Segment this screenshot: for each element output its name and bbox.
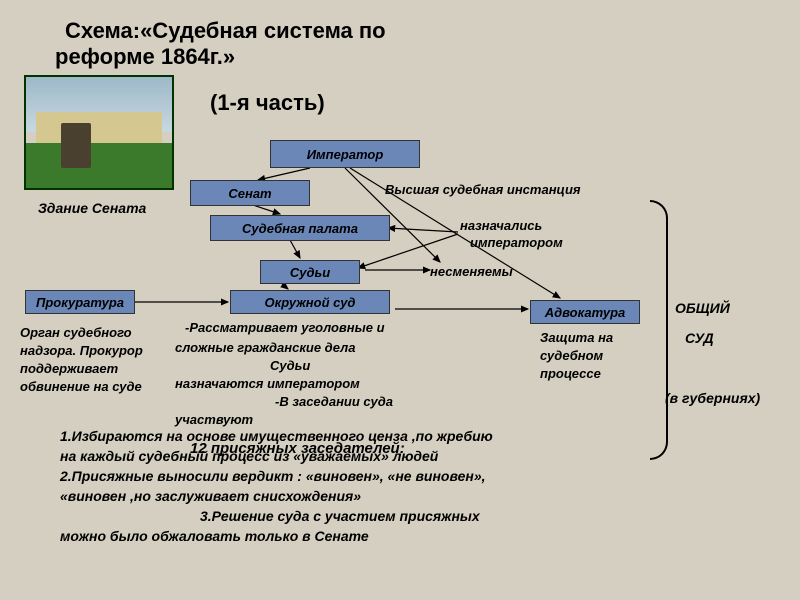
annotation-dist_desc5: -В заседании суда — [275, 394, 393, 409]
node-chamber: Судебная палата — [210, 215, 390, 241]
node-senate: Сенат — [190, 180, 310, 206]
node-emperor: Император — [270, 140, 420, 168]
annotation-appointed2: императором — [470, 235, 563, 250]
annotation-pros_desc2: надзора. Прокурор — [20, 343, 143, 358]
footer-f2b: «виновен ,но заслуживает снисхождения» — [60, 488, 361, 504]
annotation-pros_desc4: обвинение на суде — [20, 379, 142, 394]
annotation-provinces: (в губерниях) — [665, 390, 760, 406]
node-district: Окружной суд — [230, 290, 390, 314]
annotation-dist_desc2: сложные гражданские дела — [175, 340, 355, 355]
annotation-highest: Высшая судебная инстанция — [385, 182, 581, 197]
senate-building-image — [24, 75, 174, 190]
title-line3: (1-я часть) — [210, 90, 325, 116]
annotation-dist_desc1: -Рассматривает уголовные и — [185, 320, 385, 335]
footer-f1: 1.Избираются на основе имущественного це… — [60, 428, 493, 444]
annotation-pros_desc1: Орган судебного — [20, 325, 132, 340]
node-prosecution: Прокуратура — [25, 290, 135, 314]
node-judges: Судьи — [260, 260, 360, 284]
annotation-common2: СУД — [685, 330, 714, 346]
footer-f3b: можно было обжаловать только в Сенате — [60, 528, 369, 544]
footer-f1b: на каждый судебный процесс из «уважаемых… — [60, 448, 438, 464]
title-line1: Схема:«Судебная система по — [65, 18, 386, 44]
annotation-adv_desc1: Защита на — [540, 330, 613, 345]
annotation-dist_desc4: назначаются императором — [175, 376, 360, 391]
brace — [650, 200, 668, 460]
annotation-dist_desc6: участвуют — [175, 412, 253, 427]
annotation-common1: ОБЩИЙ — [675, 300, 730, 316]
building-caption: Здание Сената — [38, 200, 146, 216]
title-line2: реформе 1864г.» — [55, 44, 235, 70]
annotation-pros_desc3: поддерживает — [20, 361, 118, 376]
annotation-irremovable: несменяемы — [430, 264, 513, 279]
footer-f2: 2.Присяжные выносили вердикт : «виновен»… — [60, 468, 486, 484]
footer-f3: 3.Решение суда с участием присяжных — [200, 508, 480, 524]
annotation-dist_desc3: Судьи — [270, 358, 310, 373]
node-advocacy: Адвокатура — [530, 300, 640, 324]
annotation-adv_desc2: судебном — [540, 348, 603, 363]
annotation-appointed1: назначались — [460, 218, 542, 233]
annotation-adv_desc3: процессе — [540, 366, 601, 381]
